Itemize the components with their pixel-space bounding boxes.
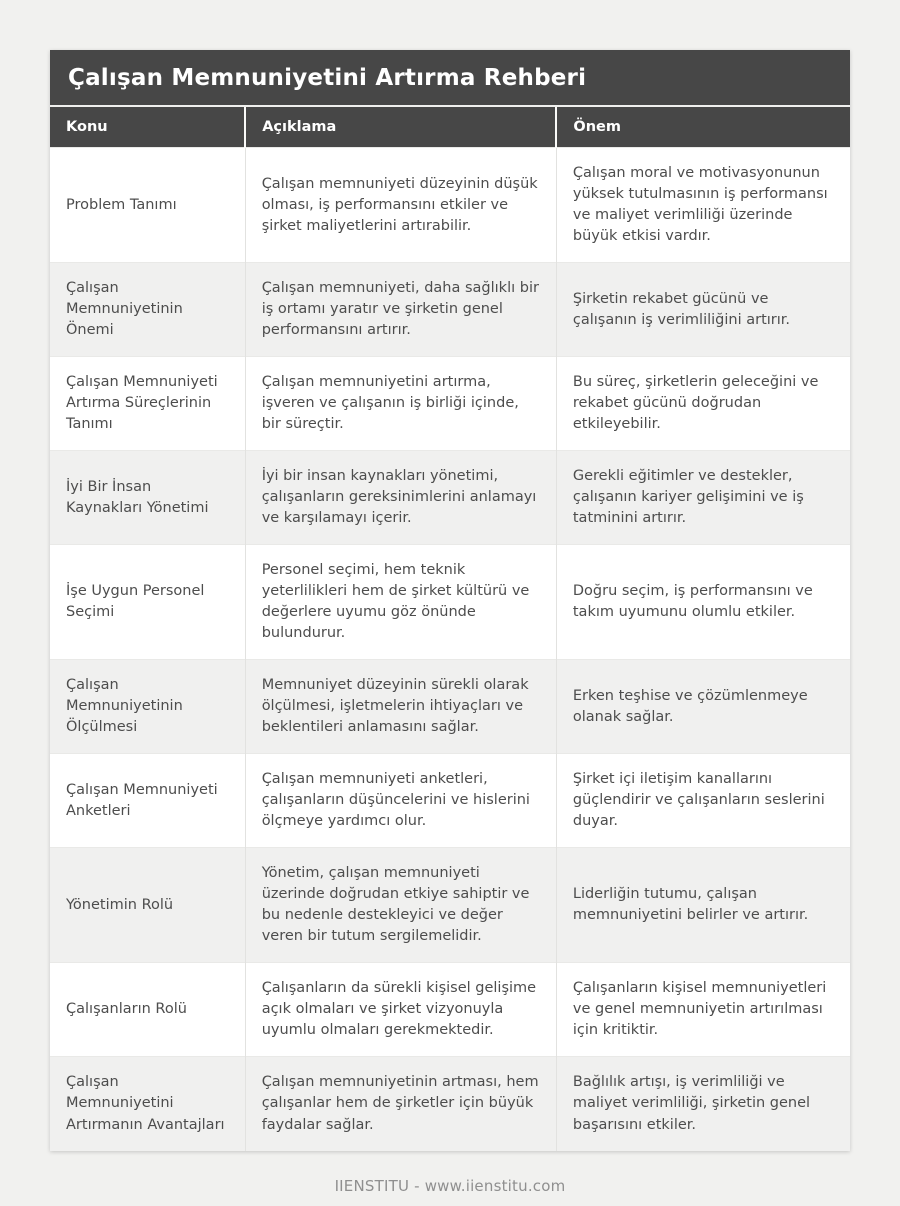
table-row: İşe Uygun Personel Seçimi Personel seçim… [50,544,850,660]
footer-branding: IIENSTITU - www.iienstitu.com [334,1176,566,1195]
cell-konu: Yönetimin Rolü [50,847,246,963]
cell-onem: Bu süreç, şirketlerin geleceğini ve reka… [555,356,850,451]
cell-aciklama: Çalışan memnuniyetinin artması, hem çalı… [244,1056,557,1151]
page-title: Çalışan Memnuniyetini Artırma Rehberi [50,50,850,107]
cell-konu: Çalışan Memnuniyeti Anketleri [50,753,246,848]
page: { "page": { "title": "Çalışan Memnuniyet… [0,50,900,1206]
cell-onem: Gerekli eğitimler ve destekler, çalışanı… [555,450,850,545]
cell-onem: Liderliğin tutumu, çalışan memnuniyetini… [555,847,850,963]
cell-onem: Bağlılık artışı, iş verimliliği ve maliy… [555,1056,850,1151]
column-header-aciklama: Açıklama [244,107,557,148]
table-row: Problem Tanımı Çalışan memnuniyeti düzey… [50,146,850,263]
table-header: Konu Açıklama Önem [50,107,850,148]
guide-card: Çalışan Memnuniyetini Artırma Rehberi Ko… [50,50,850,1151]
cell-konu: Çalışan Memnuniyeti Artırma Süreçlerinin… [50,356,246,451]
cell-konu: İyi Bir İnsan Kaynakları Yönetimi [50,450,246,545]
table-body: Problem Tanımı Çalışan memnuniyeti düzey… [50,146,850,1151]
column-header-onem: Önem [555,107,850,148]
cell-konu: Çalışan Memnuniyetinin Ölçülmesi [50,659,246,754]
cell-aciklama: Çalışan memnuniyeti, daha sağlıklı bir i… [244,262,557,357]
cell-konu: Çalışan Memnuniyetini Artırmanın Avantaj… [50,1056,246,1151]
cell-aciklama: Yönetim, çalışan memnuniyeti üzerinde do… [244,847,557,963]
cell-onem: Erken teşhise ve çözümlenmeye olanak sağ… [555,659,850,754]
table-row: Çalışan Memnuniyetini Artırmanın Avantaj… [50,1056,850,1151]
guide-table: Konu Açıklama Önem Problem Tanımı Çalışa… [50,107,850,1151]
cell-onem: Çalışan moral ve motivasyonunun yüksek t… [555,146,850,263]
table-row: Çalışan Memnuniyetinin Önemi Çalışan mem… [50,262,850,357]
cell-aciklama: Personel seçimi, hem teknik yeterlilikle… [244,544,557,660]
cell-konu: İşe Uygun Personel Seçimi [50,544,246,660]
cell-aciklama: Çalışan memnuniyeti düzeyinin düşük olma… [244,146,557,263]
table-row: Çalışan Memnuniyetinin Ölçülmesi Memnuni… [50,659,850,754]
table-row: Yönetimin Rolü Yönetim, çalışan memnuniy… [50,847,850,963]
table-row: Çalışanların Rolü Çalışanların da sürekl… [50,962,850,1057]
cell-onem: Doğru seçim, iş performansını ve takım u… [555,544,850,660]
column-header-konu: Konu [50,107,246,148]
cell-konu: Çalışanların Rolü [50,962,246,1057]
cell-aciklama: Çalışan memnuniyetini artırma, işveren v… [244,356,557,451]
header-row: Konu Açıklama Önem [50,107,850,148]
cell-aciklama: Çalışanların da sürekli kişisel gelişime… [244,962,557,1057]
table-row: İyi Bir İnsan Kaynakları Yönetimi İyi bi… [50,450,850,545]
cell-onem: Şirketin rekabet gücünü ve çalışanın iş … [555,262,850,357]
cell-aciklama: İyi bir insan kaynakları yönetimi, çalış… [244,450,557,545]
cell-aciklama: Memnuniyet düzeyinin sürekli olarak ölçü… [244,659,557,754]
cell-konu: Problem Tanımı [50,146,246,263]
cell-konu: Çalışan Memnuniyetinin Önemi [50,262,246,357]
table-row: Çalışan Memnuniyeti Artırma Süreçlerinin… [50,356,850,451]
cell-onem: Şirket içi iletişim kanallarını güçlendi… [555,753,850,848]
table-row: Çalışan Memnuniyeti Anketleri Çalışan me… [50,753,850,848]
cell-onem: Çalışanların kişisel memnuniyetleri ve g… [555,962,850,1057]
cell-aciklama: Çalışan memnuniyeti anketleri, çalışanla… [244,753,557,848]
